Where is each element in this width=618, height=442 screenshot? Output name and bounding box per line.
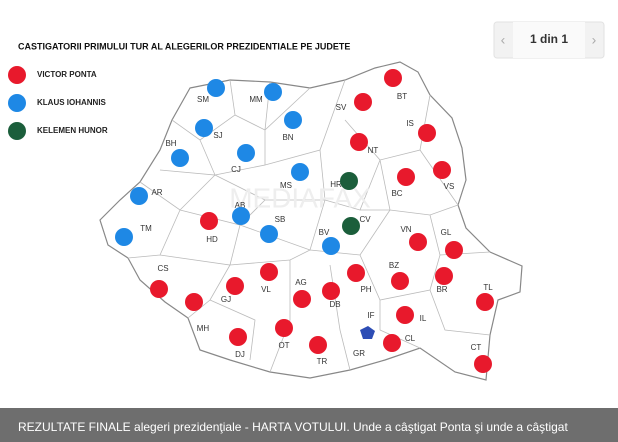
county-winner-dot [354,93,372,111]
county-label: DB [329,300,340,309]
county-winner-dot [397,168,415,186]
county-label: PH [360,285,371,294]
legend-dot [8,66,26,84]
county-label: SJ [213,131,222,140]
county-label: BC [391,189,402,198]
county-label: VN [400,225,411,234]
county-winner-dot [115,228,133,246]
county-winner-dot [474,355,492,373]
svg-text:‹: ‹ [501,32,506,48]
county-label: CL [405,334,416,343]
map-title: CASTIGATORII PRIMULUI TUR AL ALEGERILOR … [18,41,350,51]
county-label: BH [165,139,176,148]
svg-text:›: › [592,32,597,48]
county-label: VS [444,182,455,191]
county-winner-dot [322,282,340,300]
legend-dot [8,94,26,112]
county-label: GJ [221,295,231,304]
county-label: MS [280,181,292,190]
county-winner-dot [229,328,247,346]
county-label: IF [367,311,374,320]
county-winner-dot [340,172,358,190]
county-label: OT [278,341,289,350]
county-winner-dot [171,149,189,167]
county-winner-dot [391,272,409,290]
county-label: AR [151,188,162,197]
county-label: BT [397,92,407,101]
county-label: CJ [231,165,241,174]
county-label: HD [206,235,218,244]
county-label: DJ [235,350,245,359]
county-winner-dot [396,306,414,324]
county-label: CV [359,215,371,224]
legend-label: VICTOR PONTA [37,70,97,79]
county-winner-dot [433,161,451,179]
county-winner-dot [200,212,218,230]
county-winner-dot [207,79,225,97]
county-winner-dot [347,264,365,282]
legend-dot [8,122,26,140]
county-winner-dot [476,293,494,311]
county-winner-dot [185,293,203,311]
county-winner-dot [237,144,255,162]
county-winner-dot [260,225,278,243]
legend-label: KELEMEN HUNOR [37,126,108,135]
county-label: IS [406,119,414,128]
county-winner-dot [383,334,401,352]
county-winner-dot [232,207,250,225]
county-label: BN [282,133,293,142]
county-label: TL [483,283,493,292]
county-winner-dot [342,217,360,235]
country-outline [99,61,523,381]
county-label: CT [471,343,482,352]
county-label: GR [353,349,365,358]
county-label: MM [249,95,263,104]
county-label: HR [330,180,342,189]
county-winner-dot [226,277,244,295]
county-winner-dot [409,233,427,251]
county-winner-dot [322,237,340,255]
county-label: NT [368,146,379,155]
county-winner-dot [284,111,302,129]
county-winner-dot [275,319,293,337]
pager[interactable]: ‹ › 1 din 1 [493,21,605,59]
page-indicator: 1 din 1 [530,32,568,46]
county-label: SB [275,215,286,224]
caption: REZULTATE FINALE alegeri prezidenţiale -… [18,420,568,434]
county-winner-dot [195,119,213,137]
county-label: TR [317,357,328,366]
county-borders [127,79,491,373]
county-winner-dot [150,280,168,298]
county-label: VL [261,285,271,294]
county-label: GL [441,228,452,237]
county-winner-dot [445,241,463,259]
county-label: BV [319,228,330,237]
county-label: IL [420,314,427,323]
county-winner-dot [350,133,368,151]
county-winner-dot [260,263,278,281]
county-winner-dot [418,124,436,142]
county-winner-dot [291,163,309,181]
county-label: CS [157,264,168,273]
county-winner-dot [435,267,453,285]
caption-bar [0,408,618,442]
county-label: AB [235,201,246,210]
bucharest [360,326,375,339]
county-label: BR [436,285,447,294]
county-label: BZ [389,261,399,270]
county-winner-dot [384,69,402,87]
county-label: TM [140,224,152,233]
county-label: AG [295,278,307,287]
county-label: SM [197,95,209,104]
county-winner-dot [293,290,311,308]
county-winner-dot [264,83,282,101]
county-winner-dot [309,336,327,354]
county-label: SV [336,103,347,112]
county-winner-dot [130,187,148,205]
legend-label: KLAUS IOHANNIS [37,98,107,107]
county-label: MH [197,324,210,333]
